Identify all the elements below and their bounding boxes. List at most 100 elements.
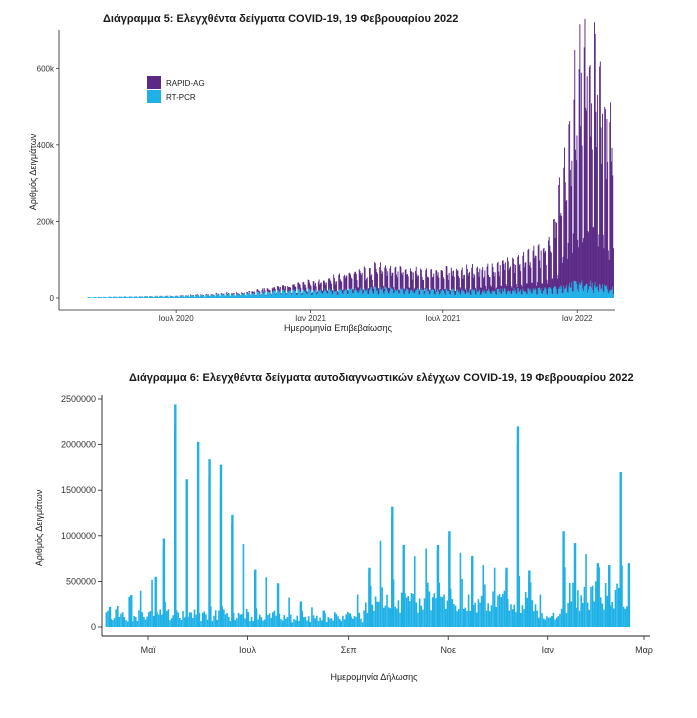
chart6-bar (425, 548, 427, 627)
chart5-bar-pcr (180, 296, 182, 298)
chart5-bar-pcr (477, 291, 479, 298)
chart5-bar-pcr (105, 297, 107, 298)
chart5-bar-rapid (265, 294, 267, 296)
chart5-bar-pcr (271, 295, 273, 298)
chart5-bar-rapid (228, 293, 230, 295)
chart5-bar-pcr (128, 296, 130, 298)
chart6-bar (272, 612, 274, 627)
chart5-bar-pcr (195, 295, 197, 298)
chart5-bar-pcr (100, 296, 102, 298)
chart5-bar-pcr (266, 291, 268, 298)
chart5-bar-pcr (413, 293, 415, 298)
chart6-bar (112, 620, 114, 627)
chart5-bar-rapid (445, 265, 447, 289)
chart6-bar (342, 615, 344, 627)
chart6-bar (537, 617, 540, 627)
chart5-bar-rapid (464, 289, 466, 295)
chart6-bar (609, 605, 612, 627)
chart5-bar-rapid (420, 269, 422, 288)
chart6-bar (435, 598, 437, 627)
chart5-bar-pcr (525, 291, 527, 298)
chart5-bar-pcr (366, 288, 368, 298)
chart5-bar-pcr (202, 295, 204, 298)
chart5-xtick-label: Ιαν 2022 (562, 314, 593, 323)
chart5-bar-rapid (417, 276, 419, 289)
chart6-peak-bar (619, 471, 622, 627)
chart6-bar (301, 611, 303, 627)
chart5-bar-pcr (519, 291, 521, 298)
chart5-bar-rapid (312, 292, 313, 295)
chart5-bar-rapid (498, 271, 500, 290)
chart5-bar-pcr (574, 280, 576, 298)
chart5-bar-pcr (512, 290, 514, 298)
chart5-bar-pcr (225, 293, 227, 298)
chart5-bar-pcr (551, 293, 553, 298)
chart5-bar-pcr (320, 289, 321, 298)
chart5-bar-pcr (263, 293, 265, 298)
chart5-bar-rapid (260, 294, 262, 296)
chart5-bar-rapid (611, 147, 613, 290)
chart5-bar-pcr (239, 295, 241, 298)
chart5-bar-pcr (160, 296, 162, 298)
chart5-bar-pcr (252, 293, 254, 298)
chart6-bar (107, 610, 109, 627)
chart5-bar-rapid (583, 47, 585, 287)
chart5-bar-rapid (550, 252, 552, 290)
chart6-bar (489, 611, 491, 627)
chart5-bar-rapid (328, 278, 330, 290)
chart6-bar (317, 620, 320, 627)
chart5-bar-pcr (409, 293, 411, 298)
chart5-bar-pcr (463, 292, 465, 298)
chart5-bar-rapid (336, 290, 338, 295)
chart6-bar (296, 615, 299, 627)
chart5-bar-rapid (400, 266, 402, 288)
chart5-bar-rapid (348, 273, 350, 289)
chart5-bar-pcr (214, 296, 216, 298)
chart5-bar-rapid (610, 161, 612, 291)
chart5-bar-rapid (299, 284, 301, 291)
chart6-bar (139, 590, 142, 627)
chart5-bar-pcr (289, 290, 291, 298)
chart5-bar-rapid (375, 269, 377, 288)
chart5-bar-pcr (546, 293, 548, 298)
chart6-bar (312, 615, 315, 627)
chart5-bar-pcr (486, 289, 488, 298)
chart5-bar-pcr (443, 290, 445, 298)
chart5-bar-pcr (408, 293, 410, 298)
chart5-bar-rapid (604, 109, 606, 287)
chart5-bar-rapid (442, 277, 444, 291)
chart5-bar-rapid (217, 293, 219, 295)
chart6-bar (306, 620, 308, 627)
chart5-bar-pcr (588, 286, 590, 298)
chart5-bar-rapid (579, 24, 581, 283)
chart5-bar-pcr (161, 296, 163, 298)
chart5-bar-pcr (439, 293, 441, 298)
chart5-bar-rapid (288, 287, 290, 291)
chart5-bar-pcr (274, 291, 276, 298)
chart5-bar-rapid (211, 294, 213, 295)
chart5-bar-pcr (344, 290, 346, 298)
chart5-bar-pcr (531, 293, 533, 298)
chart6-bar (143, 616, 145, 627)
chart5-bar-rapid (304, 284, 306, 291)
chart6-xtick-label: Μαρ (635, 645, 653, 655)
chart5-bar-pcr (109, 296, 111, 298)
chart5-bar-rapid (401, 274, 403, 290)
chart5-bar-pcr (607, 293, 609, 298)
chart5-bar-pcr (203, 296, 205, 298)
chart5-bar-pcr (267, 291, 269, 298)
chart6-bar (415, 602, 418, 627)
chart5-bar-pcr (499, 292, 500, 298)
chart5-bar-rapid (560, 212, 562, 286)
chart6-bar (252, 621, 255, 627)
chart5-bar-pcr (361, 290, 363, 298)
chart5-bar-pcr (264, 292, 266, 298)
chart6-peak-bar (505, 567, 508, 627)
chart6-bar (433, 593, 436, 627)
chart6-peak-bar (471, 555, 474, 627)
chart5-bar-rapid (439, 290, 441, 295)
chart5-bar-pcr (609, 289, 611, 298)
chart5-bar-pcr (311, 295, 313, 298)
chart5-bar-rapid (290, 287, 292, 291)
chart5-bar-pcr (280, 294, 282, 298)
